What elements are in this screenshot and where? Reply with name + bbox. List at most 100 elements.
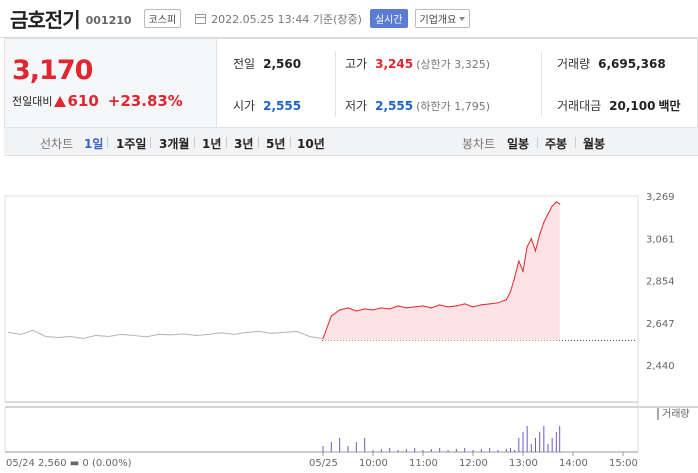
tab-1year[interactable]: 1년 [202,137,222,151]
tab-weekly-candle[interactable]: 주봉 [545,137,568,151]
trade-amount: 거래대금 20,100 백만 [557,97,681,114]
price-point [447,306,449,308]
price-point [530,238,532,240]
tab-1day[interactable]: 1일 [84,137,104,151]
price-point [414,306,416,308]
price-point [522,270,524,272]
price-point [422,305,424,307]
amount-label: 거래대금 [557,99,602,113]
calendar-icon [195,13,207,24]
price-point [347,307,349,309]
y-tick-label: 3,061 [646,234,675,245]
price-point [480,304,482,306]
price-point [389,308,391,310]
price-summary: 3,170 전일대비 610 +23.83% [5,39,217,127]
price-change: 전일대비 610 +23.83% [12,92,183,110]
price-point [505,299,507,301]
lower-limit: (하한가 1,795) [416,100,490,113]
open-value: 2,555 [263,99,302,113]
price-point [330,315,332,317]
x-tick-label: 10:00 [359,458,388,469]
x-tick-label: 15:00 [609,458,638,469]
x-tick-label: 05/25 [309,458,338,469]
price-point [509,291,512,293]
volume-legend: 거래량 [662,408,690,420]
price-point [526,246,528,248]
open-price: 시가 2,555 [233,97,301,114]
price-point [539,233,541,236]
stock-code: 001210 [85,14,132,27]
stock-header: 금호전기 001210 코스피 2022.05.25 13:44 기준(장중) … [0,0,698,38]
x-tick-label: 11:00 [409,458,438,469]
price-point [397,305,399,307]
tab-10years[interactable]: 10년 [297,137,325,151]
change-rate: +23.83% [107,92,183,110]
high-price: 고가 3,245 (상한가 3,325) [345,55,490,72]
company-info-dropdown[interactable]: 기업개요 [414,9,471,28]
y-tick-label: 2,440 [646,361,675,372]
amount-unit: 백만 [658,99,681,113]
price-point [489,303,491,305]
price-point [339,309,341,311]
arrow-up-icon [54,95,67,107]
price-chart[interactable]: 거래량 05/24 2,560 ▬ 0 (0.00%) 3,269 3,061 2,… [0,180,698,473]
tab-1week[interactable]: 1주일 [116,137,147,151]
price-point [534,250,537,252]
volume-label: 거래량 [557,57,591,71]
tab-3months[interactable]: 3개월 [159,137,190,151]
price-point [405,307,407,309]
quote-panel: 3,170 전일대비 610 +23.83% 전일 2,560 고가 3,245… [4,38,698,128]
open-label: 시가 [233,99,256,113]
x-tick-label: 13:00 [509,458,538,469]
price-point [439,304,441,306]
chart-tabs: 선차트 1일 1주일 3개월 1년 3년 5년 10년 봉차트 일봉 주봉 월봉 [4,128,698,156]
price-point [355,310,357,312]
stock-name[interactable]: 금호전기 [10,8,81,32]
diff-label: 전일대비 [12,95,53,108]
price-point [547,213,549,215]
price-point [464,303,466,305]
prev-close: 전일 2,560 [233,55,301,72]
price-point [455,305,457,307]
low-price: 저가 2,555 (하한가 1,795) [345,97,490,114]
price-point [543,221,545,223]
company-info-label: 기업개요 [419,15,457,26]
price-point [372,309,374,311]
price-point [518,260,520,262]
price-point [364,308,366,310]
price-point [430,307,432,309]
timestamp: 2022.05.25 13:44 기준(장중) [211,12,362,26]
candle-chart-label: 봉차트 [462,137,496,151]
quote-grid: 전일 2,560 고가 3,245 (상한가 3,325) 거래량 6,695,… [217,39,697,127]
diff-value: 610 [67,92,99,110]
tab-monthly-candle[interactable]: 월봉 [583,137,606,151]
chevron-down-icon [459,16,466,21]
realtime-button[interactable]: 실시간 [369,9,408,28]
x-tick-label: 12:00 [459,458,488,469]
y-tick-label: 2,647 [646,319,675,330]
today-price-line [322,201,560,339]
tab-3years[interactable]: 3년 [234,137,254,151]
price-point [555,201,557,203]
market-badge: 코스피 [143,9,182,28]
price-point [472,306,474,308]
tab-5years[interactable]: 5년 [266,137,286,151]
price-point [380,307,382,309]
prev-value: 2,560 [263,57,302,71]
y-tick-label: 3,269 [646,192,675,203]
tab-daily-candle[interactable]: 일봉 [507,137,530,151]
current-price: 3,170 [12,55,93,86]
prev-label: 전일 [233,57,256,71]
high-value: 3,245 [375,57,414,71]
low-label: 저가 [345,99,368,113]
volume-value: 6,695,368 [598,57,666,71]
today-area [323,201,560,341]
price-point [497,302,499,304]
high-label: 고가 [345,57,368,71]
line-chart-label: 선차트 [40,137,74,151]
price-point [551,205,553,207]
price-point [322,337,324,340]
amount-value: 20,100 [609,99,656,113]
volume: 거래량 6,695,368 [557,55,666,72]
price-point [514,276,516,278]
